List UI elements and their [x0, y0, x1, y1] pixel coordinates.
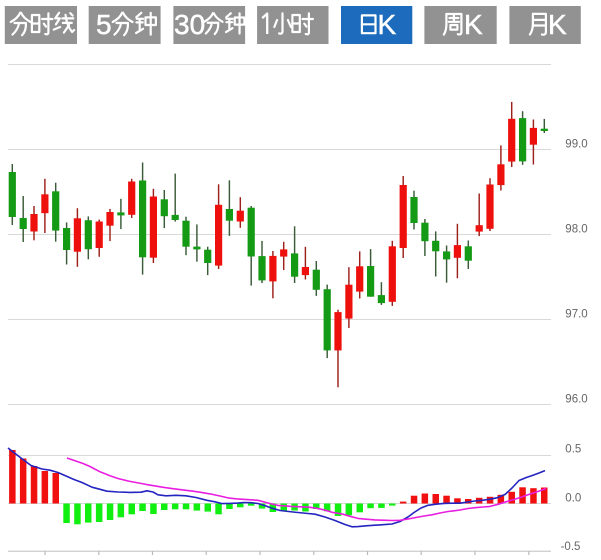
svg-text:98.0: 98.0 — [565, 224, 587, 236]
svg-text:0.5: 0.5 — [565, 443, 581, 455]
svg-text:96.0: 96.0 — [565, 394, 587, 406]
svg-text:0.0: 0.0 — [565, 493, 581, 505]
svg-text:30: 30 — [174, 9, 205, 40]
svg-text:K: K — [378, 9, 397, 40]
svg-text:-0.5: -0.5 — [561, 541, 581, 553]
svg-text:99.0: 99.0 — [565, 139, 587, 151]
svg-text:5: 5 — [96, 9, 112, 40]
svg-text:97.0: 97.0 — [565, 309, 587, 321]
svg-text:K: K — [548, 9, 567, 40]
svg-text:K: K — [464, 9, 483, 40]
